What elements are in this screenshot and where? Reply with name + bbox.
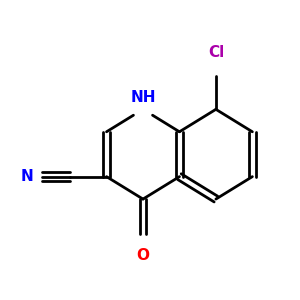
Text: NH: NH [130,90,156,105]
Text: O: O [136,248,149,263]
Text: Cl: Cl [208,45,224,60]
Text: N: N [21,169,34,184]
